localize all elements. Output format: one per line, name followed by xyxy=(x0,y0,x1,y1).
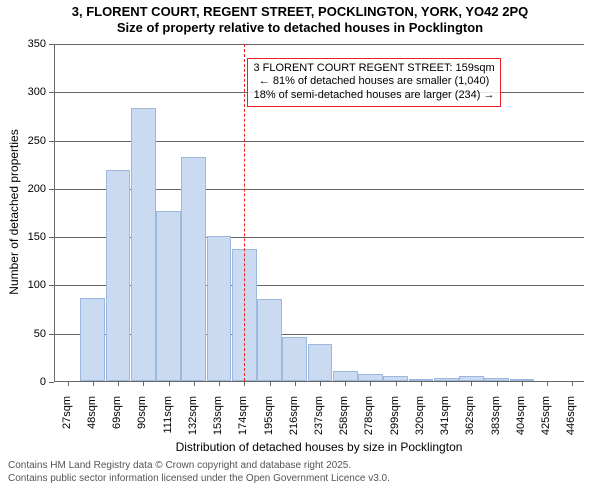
y-tick xyxy=(49,189,54,190)
y-tick xyxy=(49,92,54,93)
annotation-line: 3 FLORENT COURT REGENT STREET: 159sqm xyxy=(253,62,494,76)
histogram-bar xyxy=(358,374,383,381)
histogram-bar xyxy=(308,344,333,381)
x-tick-label: 195sqm xyxy=(263,396,275,446)
y-tick xyxy=(49,285,54,286)
histogram-bar xyxy=(131,108,156,381)
x-tick-label: 341sqm xyxy=(439,396,451,446)
x-tick-label: 48sqm xyxy=(86,396,98,446)
x-tick-label: 278sqm xyxy=(363,396,375,446)
footer-line-2: Contains public sector information licen… xyxy=(8,473,390,486)
y-tick xyxy=(49,44,54,45)
title-line-1: 3, FLORENT COURT, REGENT STREET, POCKLIN… xyxy=(0,4,600,20)
x-tick-label: 237sqm xyxy=(313,396,325,446)
histogram-bar xyxy=(282,337,307,381)
y-tick-label: 250 xyxy=(6,135,46,147)
y-tick xyxy=(49,141,54,142)
x-tick-label: 258sqm xyxy=(338,396,350,446)
x-tick xyxy=(169,381,170,386)
x-tick xyxy=(244,381,245,386)
x-tick xyxy=(93,381,94,386)
y-tick-label: 300 xyxy=(6,86,46,98)
x-tick-label: 27sqm xyxy=(61,396,73,446)
x-tick xyxy=(547,381,548,386)
x-tick xyxy=(295,381,296,386)
x-tick xyxy=(370,381,371,386)
x-tick xyxy=(497,381,498,386)
footer-line-1: Contains HM Land Registry data © Crown c… xyxy=(8,460,390,473)
chart-title: 3, FLORENT COURT, REGENT STREET, POCKLIN… xyxy=(0,0,600,37)
x-tick xyxy=(219,381,220,386)
histogram-bar xyxy=(207,236,232,381)
x-tick-label: 216sqm xyxy=(288,396,300,446)
x-tick-label: 90sqm xyxy=(136,396,148,446)
y-tick xyxy=(49,237,54,238)
histogram-bar xyxy=(156,211,181,381)
x-tick xyxy=(194,381,195,386)
x-tick xyxy=(118,381,119,386)
x-tick-label: 174sqm xyxy=(237,396,249,446)
x-tick-label: 404sqm xyxy=(515,396,527,446)
x-tick-label: 383sqm xyxy=(490,396,502,446)
y-tick-label: 150 xyxy=(6,231,46,243)
x-tick-label: 299sqm xyxy=(389,396,401,446)
x-tick xyxy=(572,381,573,386)
annotation-line: ← 81% of detached houses are smaller (1,… xyxy=(253,75,494,89)
x-tick xyxy=(471,381,472,386)
x-tick-label: 132sqm xyxy=(187,396,199,446)
y-tick-label: 50 xyxy=(6,328,46,340)
x-tick-label: 69sqm xyxy=(111,396,123,446)
title-line-2: Size of property relative to detached ho… xyxy=(0,20,600,36)
x-tick xyxy=(143,381,144,386)
y-tick-label: 0 xyxy=(6,376,46,388)
histogram-bar xyxy=(333,371,358,381)
histogram-bar xyxy=(106,170,131,381)
y-tick xyxy=(49,382,54,383)
x-tick-label: 446sqm xyxy=(565,396,577,446)
y-tick-label: 350 xyxy=(6,38,46,50)
reference-line xyxy=(244,44,245,381)
x-tick-label: 153sqm xyxy=(212,396,224,446)
x-tick xyxy=(522,381,523,386)
footer-attribution: Contains HM Land Registry data © Crown c… xyxy=(8,460,390,485)
histogram-bar xyxy=(257,299,282,381)
x-tick-label: 362sqm xyxy=(464,396,476,446)
x-tick-label: 425sqm xyxy=(540,396,552,446)
x-tick xyxy=(68,381,69,386)
x-tick xyxy=(446,381,447,386)
annotation-line: 18% of semi-detached houses are larger (… xyxy=(253,89,494,103)
histogram-bar xyxy=(181,157,206,381)
x-tick-label: 320sqm xyxy=(414,396,426,446)
x-tick xyxy=(396,381,397,386)
gridline xyxy=(55,44,584,45)
x-tick xyxy=(421,381,422,386)
x-tick-label: 111sqm xyxy=(162,396,174,446)
y-tick-label: 100 xyxy=(6,279,46,291)
y-tick-label: 200 xyxy=(6,183,46,195)
y-tick xyxy=(49,334,54,335)
annotation-box: 3 FLORENT COURT REGENT STREET: 159sqm← 8… xyxy=(247,58,500,107)
histogram-bar xyxy=(80,298,105,381)
x-tick xyxy=(320,381,321,386)
x-tick xyxy=(345,381,346,386)
x-tick xyxy=(270,381,271,386)
